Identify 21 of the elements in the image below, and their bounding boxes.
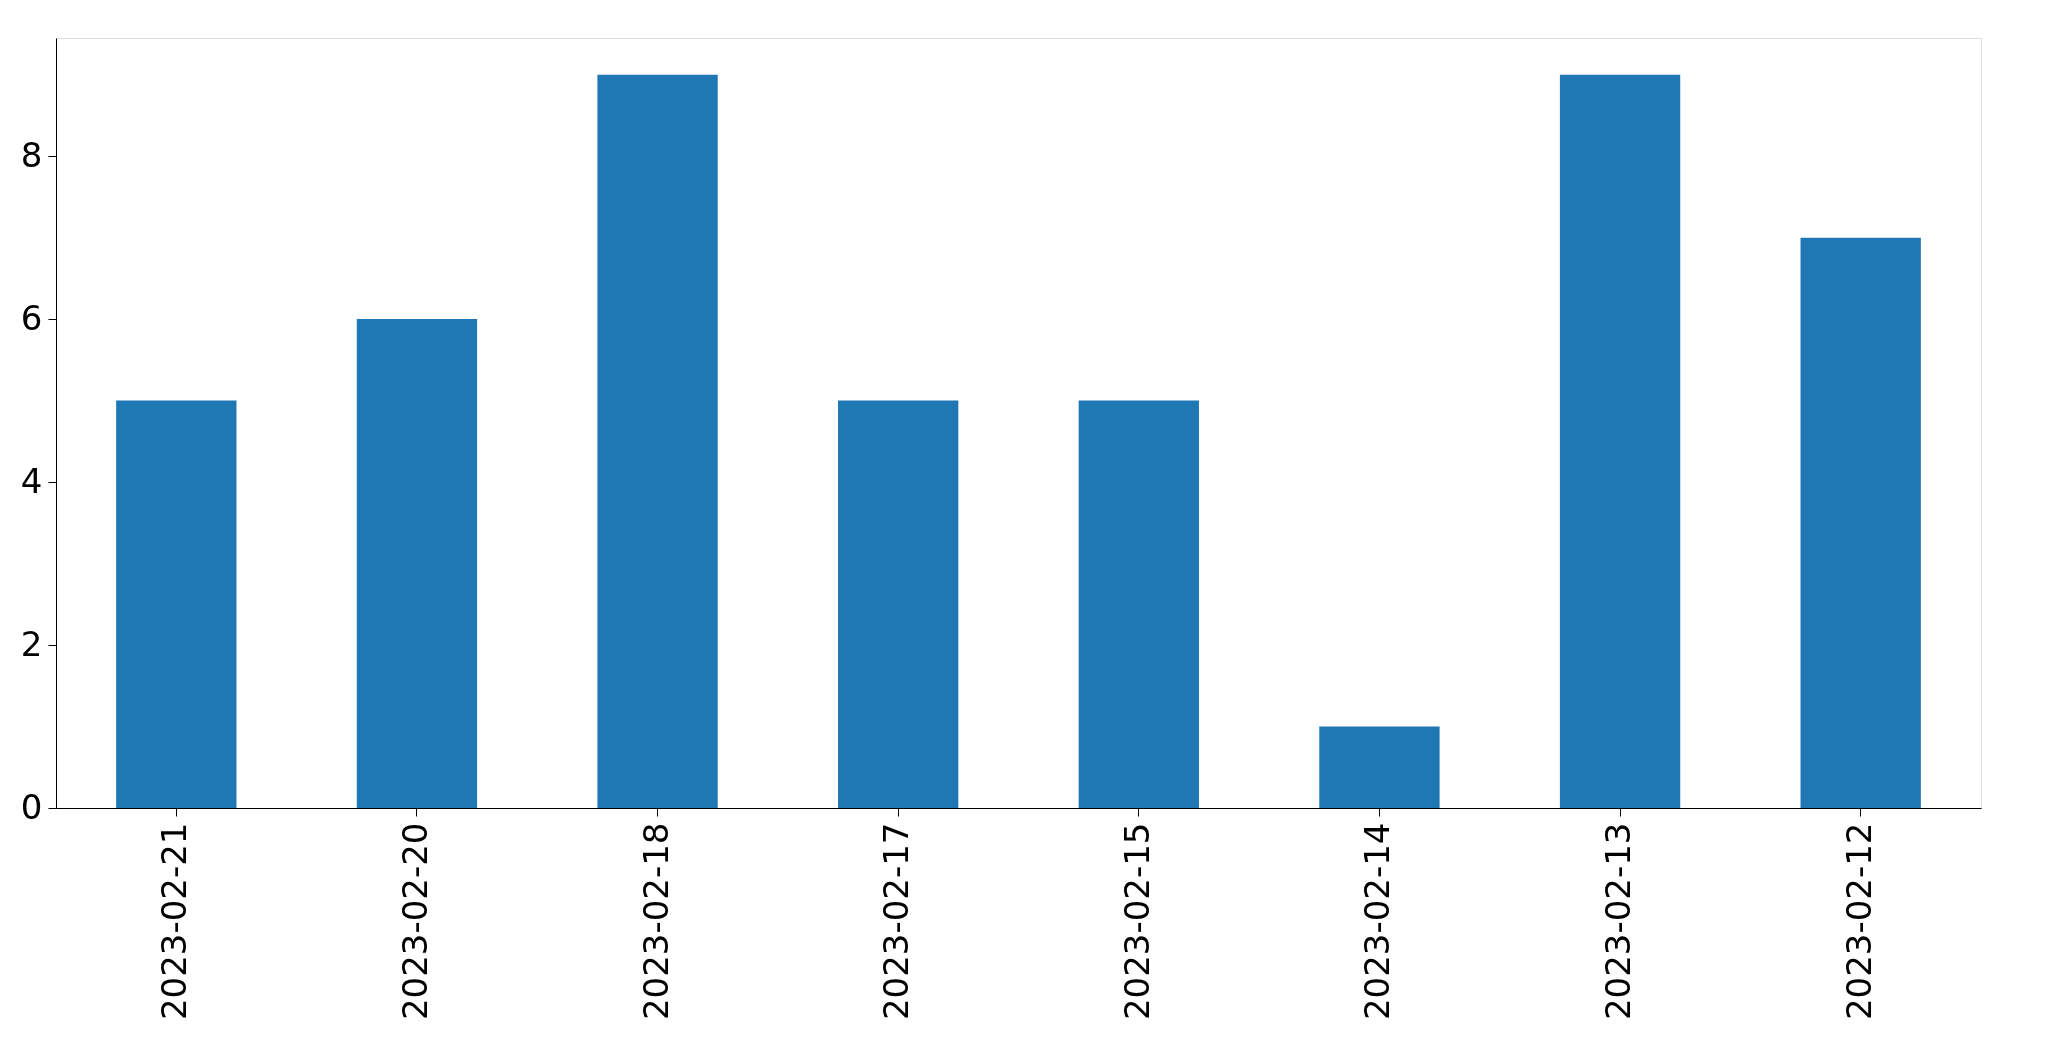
bar <box>116 400 237 808</box>
bar <box>1800 237 1921 808</box>
bar <box>1559 74 1681 808</box>
bar <box>356 319 478 808</box>
x-tick-label: 2023-02-13 <box>1598 822 1639 1021</box>
x-tick-label: 2023-02-12 <box>1838 822 1879 1021</box>
bar <box>597 74 718 808</box>
y-tick-label: 8 <box>20 134 43 175</box>
y-tick-label: 6 <box>20 297 43 338</box>
x-tick-label: 2023-02-21 <box>154 822 195 1021</box>
y-tick-label: 4 <box>20 460 43 501</box>
bar <box>838 400 959 808</box>
x-tick-label: 2023-02-18 <box>635 822 676 1021</box>
y-tick-label: 2 <box>20 623 43 664</box>
bar <box>1078 400 1199 808</box>
x-tick-label: 2023-02-15 <box>1116 822 1157 1021</box>
y-tick-label: 0 <box>20 786 43 827</box>
x-tick-label: 2023-02-17 <box>876 822 917 1021</box>
bar <box>1319 726 1440 808</box>
x-tick-label: 2023-02-20 <box>394 822 435 1021</box>
x-tick-label: 2023-02-14 <box>1357 822 1398 1021</box>
